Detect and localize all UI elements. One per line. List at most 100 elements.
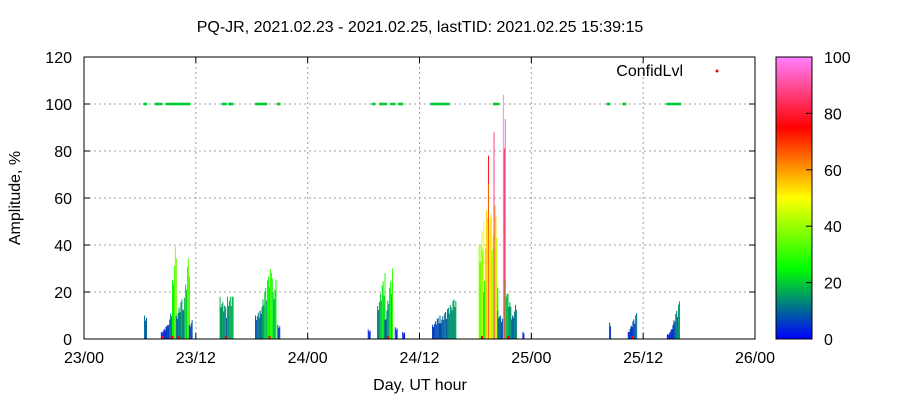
bar <box>515 309 517 339</box>
bar <box>163 328 165 339</box>
bar <box>507 293 509 339</box>
bar <box>378 301 380 339</box>
bar <box>259 310 261 339</box>
bar <box>403 333 405 339</box>
bar <box>174 246 176 339</box>
bar <box>232 296 234 339</box>
confidence-point <box>678 102 682 106</box>
confidence-point <box>400 102 404 106</box>
bar <box>674 321 676 339</box>
bar <box>670 329 672 339</box>
bar <box>433 324 435 339</box>
baseline-marker <box>170 336 174 339</box>
bar <box>479 262 481 339</box>
bar <box>439 320 441 339</box>
bar <box>404 332 406 339</box>
bar <box>453 299 455 339</box>
bar <box>261 306 263 339</box>
bar <box>224 305 226 339</box>
confidence-point <box>230 102 234 106</box>
bar <box>501 321 503 339</box>
bar <box>396 328 398 339</box>
x-tick-label: 26/00 <box>735 350 775 367</box>
bar <box>386 310 388 339</box>
bar <box>454 307 456 339</box>
bar <box>186 267 188 339</box>
bar <box>189 326 191 339</box>
bar <box>508 306 510 339</box>
y-tick-label: 60 <box>54 191 72 208</box>
y-tick-label: 20 <box>54 285 72 302</box>
bar <box>437 317 439 339</box>
x-tick-label: 25/00 <box>511 350 551 367</box>
colorbar: 0 20 40 60 80 100 <box>775 50 851 349</box>
bar <box>271 278 273 339</box>
bar <box>164 330 166 339</box>
bar <box>483 221 485 339</box>
bar <box>489 217 491 339</box>
legend: ConfidLvl <box>616 63 719 80</box>
bar <box>486 210 488 339</box>
bar <box>188 276 190 339</box>
bar <box>166 325 168 339</box>
bar <box>500 315 502 339</box>
bar <box>274 289 276 339</box>
bar <box>514 304 516 339</box>
bar <box>446 319 448 339</box>
bar <box>169 319 171 339</box>
y-axis-label: Amplitude, % <box>7 151 24 245</box>
bar <box>168 325 170 339</box>
bar <box>436 319 438 339</box>
bar <box>184 297 186 339</box>
bar <box>512 315 514 339</box>
bar <box>669 331 671 339</box>
colorbar-tick-label: 0 <box>824 332 833 349</box>
bar <box>389 287 391 339</box>
bar <box>450 307 452 339</box>
confidence-point <box>264 102 268 106</box>
bar <box>175 315 177 339</box>
bar <box>219 296 221 339</box>
y-tick-label: 120 <box>45 50 72 67</box>
bar <box>387 300 389 339</box>
confidence-point <box>277 102 281 106</box>
bar <box>502 94 504 339</box>
bar <box>504 280 506 339</box>
bar <box>671 329 673 339</box>
bar <box>144 315 146 339</box>
bar <box>180 302 182 339</box>
bar <box>494 205 496 339</box>
bar <box>491 249 493 339</box>
bar <box>388 304 390 339</box>
confidence-point <box>623 102 627 106</box>
bar <box>270 272 272 339</box>
bar <box>447 307 449 339</box>
x-axis-label: Day, UT hour <box>373 377 467 394</box>
bar <box>505 296 507 339</box>
bar <box>385 319 387 339</box>
bar <box>170 313 172 339</box>
bar <box>379 293 381 339</box>
bar <box>227 296 229 339</box>
y-tick-label: 40 <box>54 238 72 255</box>
bar <box>627 331 629 339</box>
bar <box>165 326 167 339</box>
bar <box>511 319 513 339</box>
bar <box>432 327 434 339</box>
bar <box>672 324 674 339</box>
bar <box>175 258 177 339</box>
confidence-point <box>144 102 148 106</box>
bar <box>488 225 490 339</box>
bar <box>441 319 443 339</box>
bar <box>678 304 680 339</box>
bar <box>485 247 487 339</box>
bar <box>377 310 379 339</box>
bar <box>513 317 515 339</box>
bar <box>377 306 379 339</box>
bar <box>514 311 516 339</box>
bar <box>367 329 369 339</box>
bar <box>492 234 494 339</box>
bar <box>504 119 506 339</box>
bar <box>501 318 503 339</box>
bar <box>161 332 163 339</box>
